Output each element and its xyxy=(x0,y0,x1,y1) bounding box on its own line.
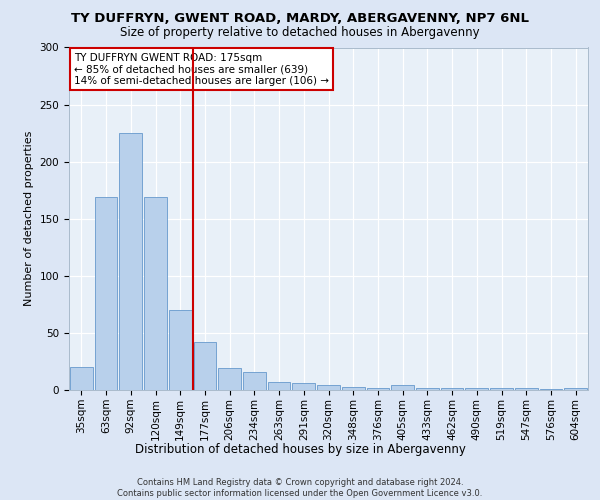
Bar xyxy=(268,382,290,390)
Bar xyxy=(367,388,389,390)
Bar xyxy=(515,388,538,390)
Y-axis label: Number of detached properties: Number of detached properties xyxy=(24,131,34,306)
Bar xyxy=(416,388,439,390)
Bar xyxy=(95,197,118,390)
Bar xyxy=(169,310,191,390)
Bar xyxy=(441,388,463,390)
Bar xyxy=(218,368,241,390)
Bar xyxy=(70,367,93,390)
Bar xyxy=(490,388,513,390)
Bar xyxy=(292,383,315,390)
Bar xyxy=(194,342,216,390)
Bar xyxy=(466,388,488,390)
Text: Size of property relative to detached houses in Abergavenny: Size of property relative to detached ho… xyxy=(120,26,480,39)
Bar xyxy=(317,386,340,390)
Text: TY DUFFRYN, GWENT ROAD, MARDY, ABERGAVENNY, NP7 6NL: TY DUFFRYN, GWENT ROAD, MARDY, ABERGAVEN… xyxy=(71,12,529,26)
Bar xyxy=(539,389,562,390)
Bar xyxy=(119,133,142,390)
Text: TY DUFFRYN GWENT ROAD: 175sqm
← 85% of detached houses are smaller (639)
14% of : TY DUFFRYN GWENT ROAD: 175sqm ← 85% of d… xyxy=(74,52,329,86)
Text: Contains HM Land Registry data © Crown copyright and database right 2024.
Contai: Contains HM Land Registry data © Crown c… xyxy=(118,478,482,498)
Bar xyxy=(144,197,167,390)
Bar xyxy=(391,386,414,390)
Bar xyxy=(564,388,587,390)
Bar xyxy=(243,372,266,390)
Text: Distribution of detached houses by size in Abergavenny: Distribution of detached houses by size … xyxy=(134,442,466,456)
Bar xyxy=(342,386,365,390)
